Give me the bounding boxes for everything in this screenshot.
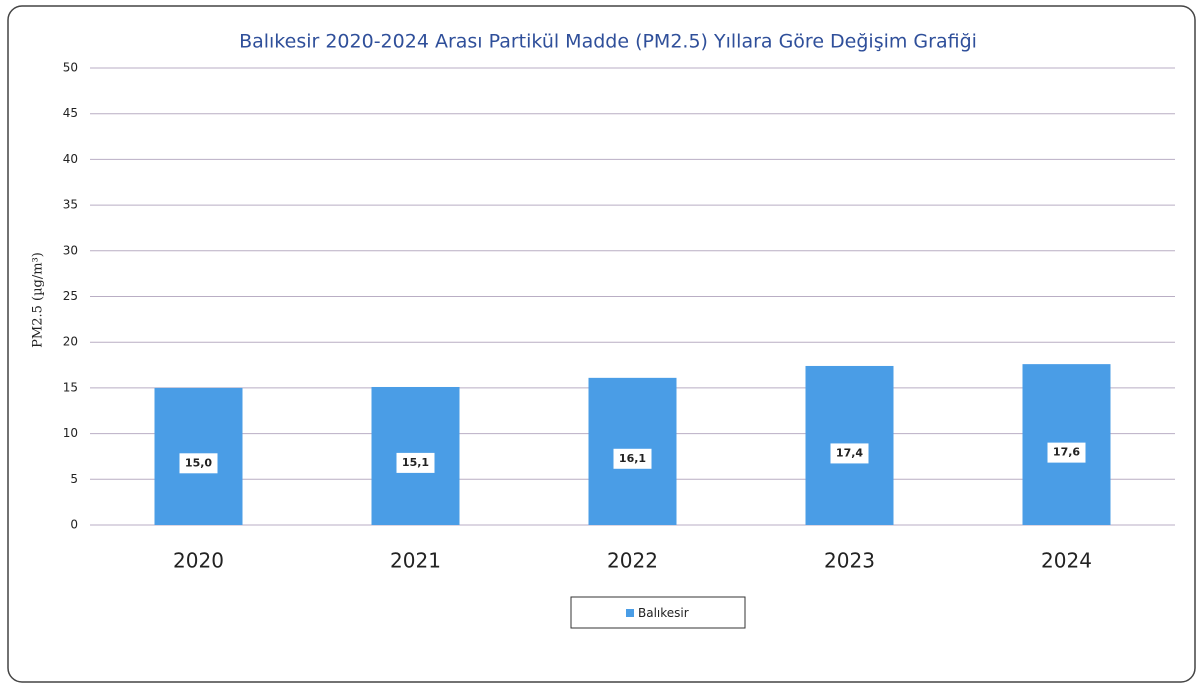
x-tick-label: 2024	[1041, 549, 1092, 573]
x-tick-label: 2022	[607, 549, 658, 573]
y-tick-label: 10	[63, 426, 78, 440]
value-label-box	[613, 448, 652, 469]
y-axis-title: PM2.5 (µg/m³)	[31, 252, 46, 348]
value-label: 16,1	[619, 452, 646, 465]
y-tick-label: 25	[63, 289, 78, 303]
y-tick-label: 20	[63, 335, 78, 349]
x-tick-label: 2020	[173, 549, 224, 573]
legend-swatch	[626, 609, 634, 617]
y-tick-label: 45	[63, 106, 78, 120]
value-label-box	[830, 443, 869, 464]
value-label: 15,1	[402, 456, 429, 469]
y-tick-label: 15	[63, 380, 78, 394]
x-tick-label: 2023	[824, 549, 875, 573]
legend-label: Balıkesir	[638, 606, 689, 620]
legend-box	[570, 596, 746, 629]
value-label-box	[1047, 442, 1086, 463]
chart-title: Balıkesir 2020-2024 Arası Partikül Madde…	[239, 31, 977, 53]
value-label: 17,4	[836, 446, 863, 459]
value-label: 15,0	[185, 456, 212, 469]
chart-frame	[7, 5, 1196, 683]
y-tick-label: 35	[63, 198, 78, 212]
x-tick-label: 2021	[390, 549, 441, 573]
y-tick-label: 0	[70, 518, 78, 532]
y-tick-label: 30	[63, 243, 78, 257]
value-label-box	[179, 453, 218, 474]
value-label-box	[396, 452, 435, 473]
y-tick-label: 40	[63, 152, 78, 166]
y-tick-label: 5	[70, 472, 78, 486]
value-label: 17,6	[1053, 446, 1080, 459]
y-tick-label: 50	[63, 61, 78, 75]
